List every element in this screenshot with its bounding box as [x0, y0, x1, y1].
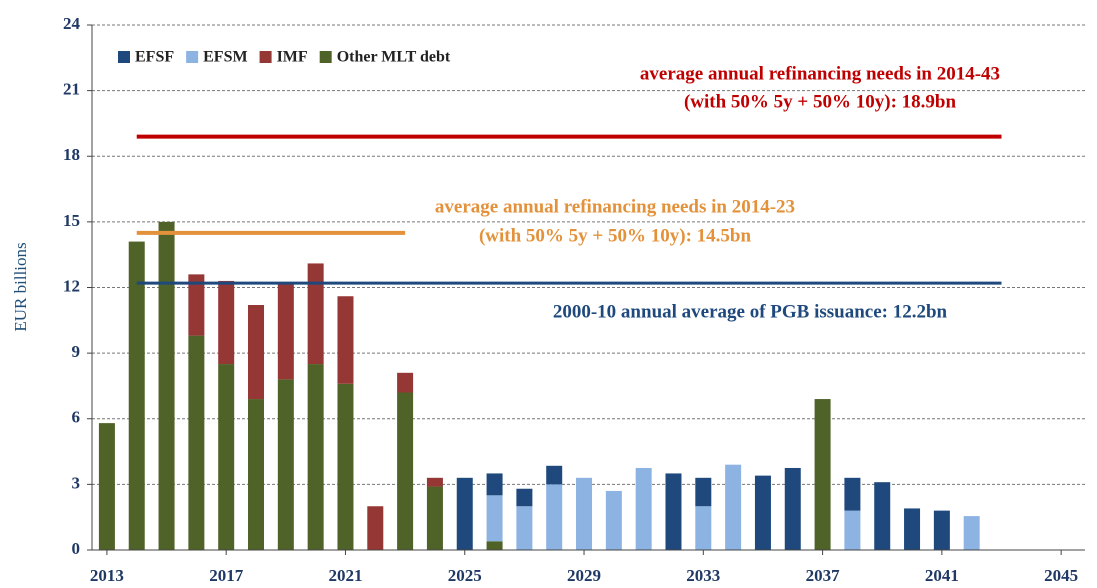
legend-swatch: [319, 51, 332, 63]
bar-segment: [456, 477, 473, 550]
reference-label: average annual refinancing needs in 2014…: [435, 196, 795, 217]
bar-segment: [307, 263, 324, 365]
y-tick-label: 18: [63, 145, 80, 164]
x-tick-label: 2045: [1044, 566, 1078, 585]
x-tick-label: 2037: [806, 566, 841, 585]
bar-segment: [576, 477, 593, 550]
x-tick-label: 2013: [90, 566, 124, 585]
bar-segment: [516, 488, 533, 507]
bar-segment: [337, 296, 354, 384]
reference-label: average annual refinancing needs in 2014…: [640, 63, 1000, 84]
bar-segment: [754, 475, 771, 550]
bar-segment: [426, 477, 443, 487]
y-tick-label: 21: [63, 80, 80, 99]
bar-segment: [188, 274, 205, 336]
bar-segment: [874, 482, 891, 550]
legend-label: Other MLT debt: [337, 49, 451, 66]
y-tick-label: 9: [72, 342, 81, 361]
x-tick-label: 2017: [209, 566, 244, 585]
legend-swatch: [186, 51, 199, 63]
bar-segment: [98, 423, 115, 550]
bar-segment: [635, 467, 652, 550]
x-tick-label: 2029: [567, 566, 601, 585]
bar-segment: [307, 364, 324, 550]
bar-segment: [426, 486, 443, 550]
bar-segment: [128, 241, 145, 550]
x-tick-label: 2033: [686, 566, 720, 585]
reference-label: (with 50% 5y + 50% 10y): 14.5bn: [479, 225, 752, 246]
bar-segment: [218, 280, 235, 365]
bar-segment: [367, 506, 384, 550]
bar-segment: [188, 335, 205, 550]
bar-segment: [397, 392, 414, 550]
bar-segment: [486, 541, 503, 550]
legend-swatch: [118, 51, 130, 63]
bar-segment: [814, 399, 831, 550]
legend-label: EFSM: [203, 49, 247, 66]
bar-segment: [277, 283, 294, 380]
bar-segment: [486, 473, 503, 496]
bar-segment: [546, 465, 563, 485]
bar-segment: [516, 506, 533, 550]
bar-segment: [695, 477, 712, 507]
bar-segment: [844, 510, 861, 550]
bar-segment: [248, 399, 265, 550]
reference-label: (with 50% 5y + 50% 10y): 18.9bn: [684, 91, 957, 112]
bar-segment: [397, 372, 414, 393]
y-tick-label: 0: [72, 539, 81, 558]
bar-segment: [963, 516, 980, 550]
bar-segment: [248, 305, 265, 400]
bar-segment: [725, 464, 742, 550]
x-tick-label: 2025: [448, 566, 482, 585]
bar-segment: [277, 379, 294, 550]
y-tick-label: 12: [63, 276, 80, 295]
legend-swatch: [259, 51, 272, 63]
bar-segment: [695, 506, 712, 550]
y-tick-label: 24: [63, 14, 81, 33]
bar-segment: [904, 508, 921, 550]
bar-segment: [337, 383, 354, 550]
y-tick-label: 3: [72, 473, 81, 492]
bar-segment: [486, 495, 503, 542]
bar-segment: [933, 510, 950, 550]
y-tick-label: 15: [63, 211, 80, 230]
legend-label: EFSF: [135, 49, 174, 66]
y-tick-label: 6: [72, 408, 81, 427]
bar-segment: [844, 477, 861, 511]
x-tick-label: 2041: [925, 566, 959, 585]
bar-segment: [158, 221, 175, 550]
bar-segment: [605, 490, 622, 550]
y-axis-label: EUR billions: [11, 242, 30, 331]
bar-segment: [665, 473, 682, 550]
legend-label: IMF: [277, 49, 308, 66]
x-tick-label: 2021: [328, 566, 362, 585]
bar-segment: [218, 364, 235, 550]
bar-segment: [784, 467, 801, 550]
bar-segment: [546, 484, 563, 550]
reference-label: 2000-10 annual average of PGB issuance: …: [553, 301, 948, 322]
